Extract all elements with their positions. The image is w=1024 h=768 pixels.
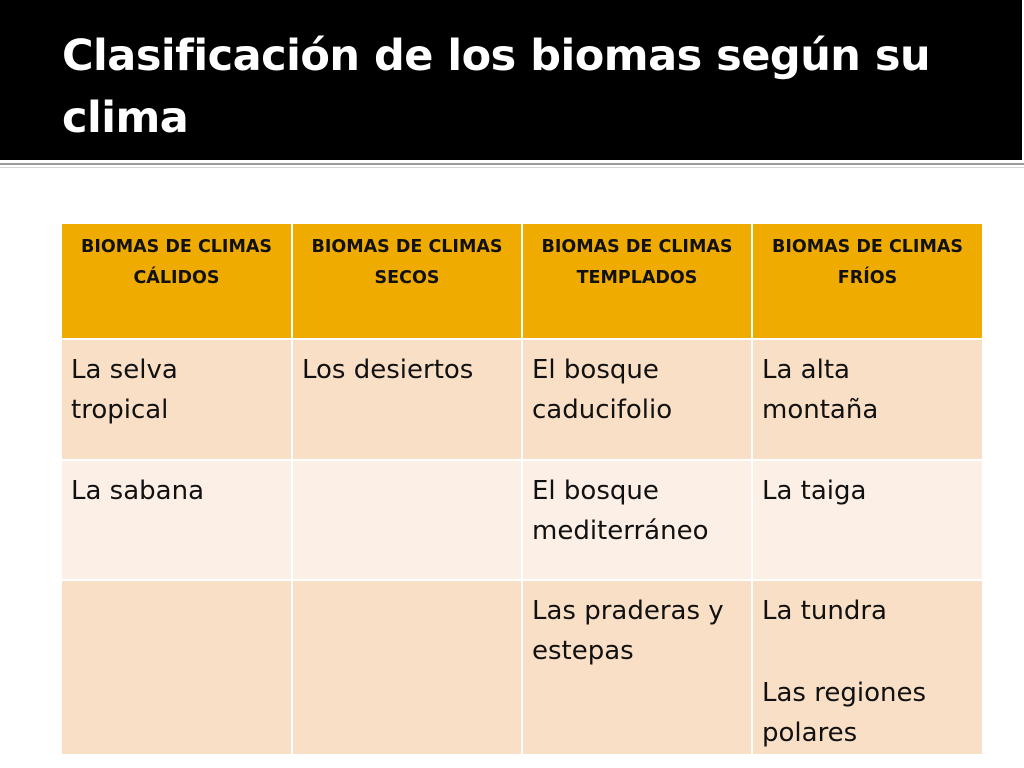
title-bar: Clasificación de los biomas según su cli…: [0, 0, 1022, 160]
header-climas-calidos: BIOMAS DE CLIMAS CÁLIDOS: [60, 222, 293, 340]
header-climas-templados: BIOMAS DE CLIMAS TEMPLADOS: [521, 222, 753, 340]
table-cell: El bosque caducifolio: [521, 338, 753, 461]
table-row: La selva tropical Los desiertos El bosqu…: [60, 338, 984, 461]
slide-title: Clasificación de los biomas según su cli…: [62, 31, 931, 143]
header-climas-secos: BIOMAS DE CLIMAS SECOS: [291, 222, 523, 340]
table-cell: [60, 579, 293, 756]
table-cell: La sabana: [60, 459, 293, 581]
table-cell: Las praderas y estepas: [521, 579, 753, 756]
table-row: La sabana El bosque mediterráneo La taig…: [60, 459, 984, 581]
table-cell-multiline: La tundra Las regiones polares: [751, 579, 984, 756]
table-cell: El bosque mediterráneo: [521, 459, 753, 581]
biomes-table: BIOMAS DE CLIMAS CÁLIDOS BIOMAS DE CLIMA…: [60, 222, 984, 756]
header-climas-frios: BIOMAS DE CLIMAS FRÍOS: [751, 222, 984, 340]
title-divider-light: [0, 167, 1024, 168]
cell-line-gap: [762, 631, 974, 673]
table-cell: [291, 579, 523, 756]
table-row: Las praderas y estepas La tundra Las reg…: [60, 579, 984, 756]
table-cell: [291, 459, 523, 581]
table-cell: La alta montaña: [751, 338, 984, 461]
table-cell: La taiga: [751, 459, 984, 581]
table-cell: La selva tropical: [60, 338, 293, 461]
cell-line: La tundra: [762, 596, 887, 626]
table-cell: Los desiertos: [291, 338, 523, 461]
cell-line: Las regiones polares: [762, 678, 926, 748]
title-divider: [0, 163, 1024, 165]
table-header-row: BIOMAS DE CLIMAS CÁLIDOS BIOMAS DE CLIMA…: [60, 222, 984, 340]
